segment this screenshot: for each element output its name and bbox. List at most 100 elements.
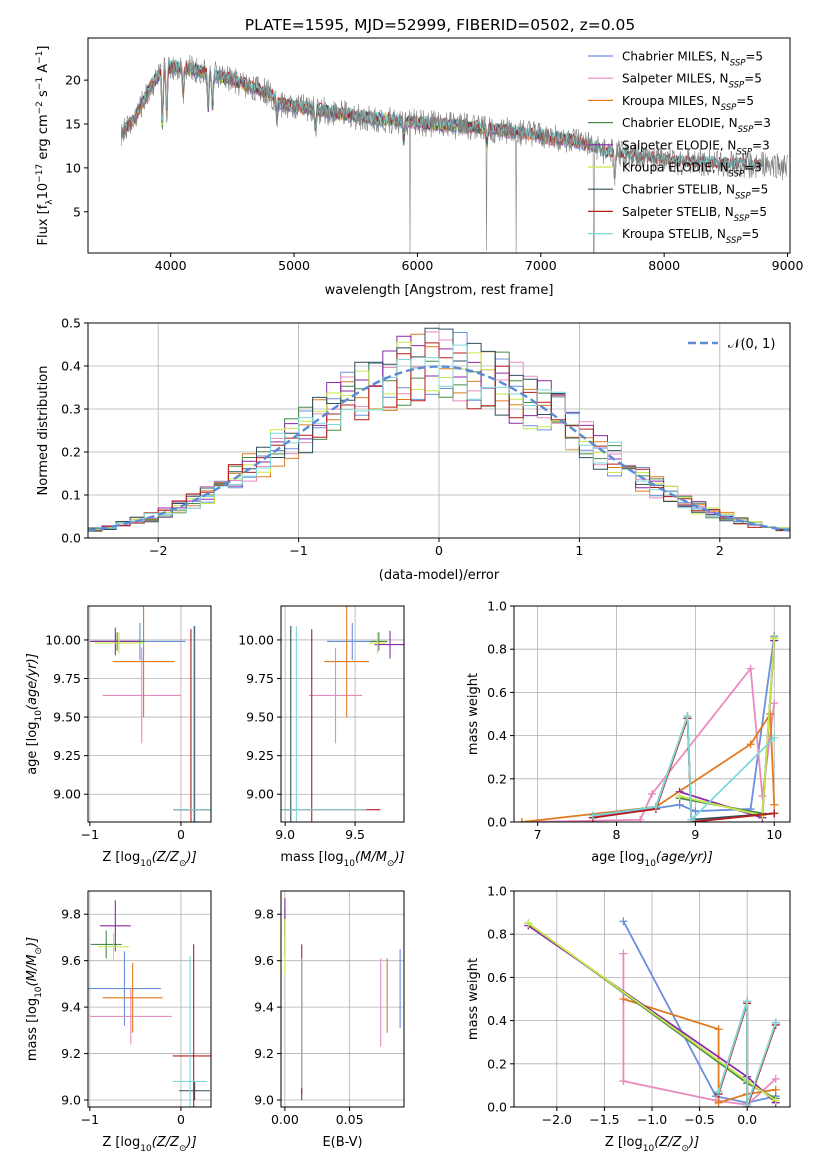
plot-area-residual-histogram: [88, 327, 790, 532]
y-tick-label: 0.4: [487, 728, 507, 743]
histogram-series-7: [88, 342, 790, 532]
weight-marker: [651, 802, 660, 811]
weight-marker: [524, 919, 533, 928]
weight-marker: [619, 917, 628, 926]
y-tick-label: 0.6: [487, 970, 507, 985]
y-tick-label: 9.25: [53, 748, 81, 763]
weight-marker: [770, 634, 779, 643]
legend-normal-label: 𝒩(0, 1): [728, 337, 775, 352]
x-tick-label: −2.0: [542, 1112, 572, 1127]
y-tick-label: 9.2: [61, 1046, 81, 1061]
x-tick-label: 8: [613, 827, 621, 842]
x-tick-label: −1: [289, 543, 307, 558]
y-tick-label: 0.8: [487, 927, 507, 942]
y-tick-label: 9.6: [254, 953, 274, 968]
x-tick-label: 0: [435, 543, 443, 558]
weight-series-3: [679, 638, 776, 815]
axes-frame: [513, 605, 791, 823]
legend-entry: Salpeter MILES, NSSP=5: [622, 72, 762, 91]
legend-entry: Chabrier STELIB, NSSP=5: [622, 183, 768, 202]
y-tick-label: 0.3: [61, 402, 81, 417]
weight-marker: [517, 818, 526, 822]
x-axis-label: age [log10(age/yr)]: [591, 850, 713, 869]
y-tick-label: 5: [73, 204, 81, 219]
legend-entry: Salpeter ELODIE, NSSP=3: [622, 138, 770, 157]
y-tick-label: 0.1: [61, 488, 81, 503]
x-tick-label: 8000: [648, 258, 680, 273]
x-tick-label: 0.05: [336, 1112, 364, 1127]
x-axis-label: wavelength [Angstrom, rest frame]: [325, 283, 554, 298]
y-tick-label: 9.0: [61, 1093, 81, 1108]
x-tick-label: 0: [177, 827, 185, 842]
x-tick-label: −1: [81, 827, 99, 842]
weight-marker: [746, 664, 755, 673]
weight-marker: [588, 811, 597, 820]
x-tick-label: −1.0: [637, 1112, 667, 1127]
legend-entry: Kroupa ELODIE, NSSP=3: [622, 161, 762, 180]
x-axis-label: Z [log10(Z/Z⊙)]: [102, 850, 196, 869]
axes-frame: [280, 890, 405, 1108]
legend-entry: Chabrier MILES, NSSP=5: [622, 50, 763, 69]
weight-marker: [758, 792, 767, 801]
axes-frame: [87, 890, 212, 1108]
x-axis-label: E(B-V): [322, 1135, 362, 1150]
legend-entry: Salpeter STELIB, NSSP=5: [622, 205, 767, 224]
legend-entry: Kroupa STELIB, NSSP=5: [622, 227, 759, 246]
weight-marker: [771, 1074, 780, 1083]
weight-marker: [771, 1096, 780, 1105]
weight-marker: [771, 1085, 780, 1094]
y-tick-label: 0.5: [61, 316, 81, 331]
weight-marker: [687, 815, 696, 822]
weight-marker: [743, 997, 752, 1006]
weight-marker: [743, 1100, 752, 1107]
weight-marker: [770, 733, 779, 742]
x-tick-label: 5000: [278, 258, 310, 273]
y-tick-label: 9.75: [246, 671, 274, 686]
plot-area-mass-vs-Z: [88, 900, 211, 1107]
y-axis-label: mass weight: [466, 673, 481, 755]
y-tick-label: 10.00: [45, 632, 81, 647]
plot-area-mass-weight-vs-age: [517, 632, 779, 822]
y-tick-label: 9.0: [254, 1093, 274, 1108]
weight-marker: [619, 949, 628, 958]
y-tick-label: 9.4: [61, 1000, 81, 1015]
chart-age-vs-Z: −1 0 9.00 9.25 9.50 9.75 10.00: [45, 605, 212, 842]
chart-spectrum: 4000 5000 6000 7000 8000 9000 5 10 15 20: [65, 37, 803, 273]
y-tick-label: 0.2: [487, 1056, 507, 1071]
y-tick-label: 9.50: [246, 710, 274, 725]
y-tick-label: 15: [65, 117, 81, 132]
weight-marker: [683, 712, 692, 721]
y-tick-label: 0.0: [487, 1100, 507, 1115]
x-tick-label: 2: [716, 543, 724, 558]
y-tick-label: 10.00: [238, 632, 274, 647]
plot-area-spectrum: [120, 54, 788, 253]
x-tick-label: −2: [149, 543, 167, 558]
x-tick-label: −1.5: [589, 1112, 619, 1127]
legend-entry: Chabrier ELODIE, NSSP=3: [622, 116, 771, 135]
y-tick-label: 1.0: [487, 884, 507, 899]
x-axis-label: Z [log10(Z/Z⊙)]: [605, 1135, 699, 1154]
weight-marker: [770, 809, 779, 818]
weight-marker: [619, 995, 628, 1003]
x-tick-label: 0: [177, 1112, 185, 1127]
weight-marker: [675, 792, 684, 801]
legend: Chabrier MILES, NSSP=5 Salpeter MILES, NS…: [588, 50, 771, 246]
x-tick-label: 6000: [402, 258, 434, 273]
y-axis-label: mass weight: [466, 958, 481, 1040]
x-tick-label: 4000: [155, 258, 187, 273]
x-tick-label: 9: [691, 827, 699, 842]
histogram-series-8: [88, 344, 790, 531]
y-tick-label: 9.2: [254, 1046, 274, 1061]
y-tick-label: 9.8: [61, 907, 81, 922]
y-tick-label: 0.6: [487, 685, 507, 700]
plot-area-mass-vs-ebv: [284, 897, 401, 1101]
weight-marker: [619, 1077, 628, 1086]
weight-marker: [714, 1025, 723, 1034]
y-tick-label: 9.00: [53, 787, 81, 802]
plot-area-age-vs-mass: [281, 606, 404, 822]
y-axis-label: Normed distribution: [36, 366, 51, 496]
weight-marker: [636, 815, 645, 822]
y-tick-label: 10: [65, 160, 81, 175]
y-tick-label: 9.25: [246, 748, 274, 763]
